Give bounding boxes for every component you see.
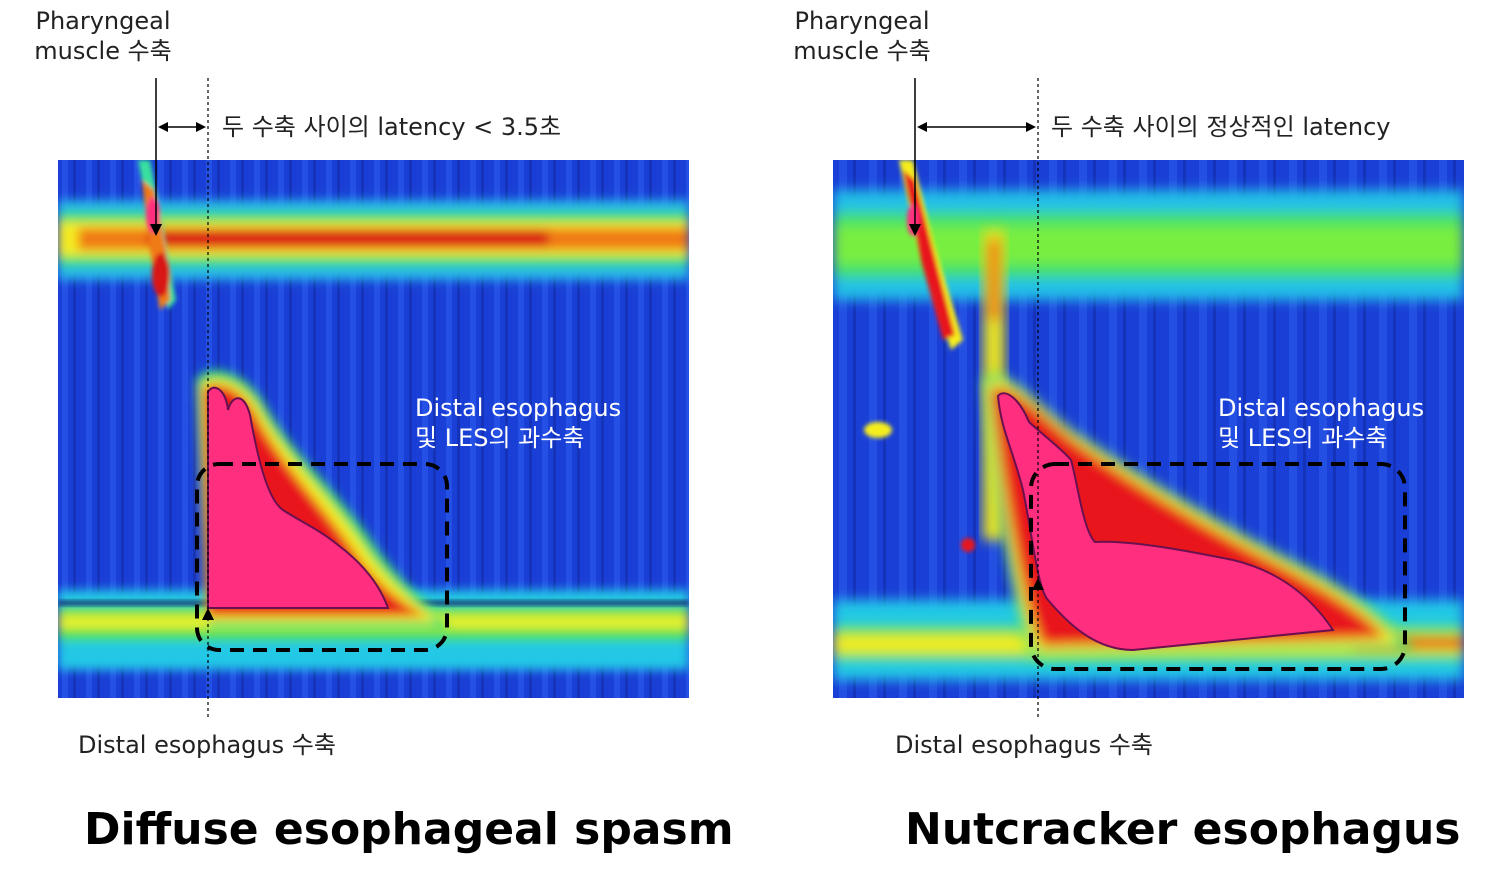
manometry-heatmap: Distal esophagus 및 LES의 과수축 — [58, 160, 689, 698]
pharyngeal-label: Pharyngeal muscle 수축 — [777, 6, 947, 66]
pharyngeal-label-line2: muscle 수축 — [34, 37, 172, 65]
pharyngeal-label-line1: Pharyngeal — [794, 7, 930, 35]
panel-nutcracker-esophagus: Pharyngeal muscle 수축 두 수축 사이의 정상적인 laten… — [755, 0, 1510, 883]
panel-diffuse-esophageal-spasm: Pharyngeal muscle 수축 두 수축 사이의 latency < … — [0, 0, 755, 883]
double-arrow-icon — [917, 122, 1036, 132]
pharyngeal-label: Pharyngeal muscle 수축 — [18, 6, 188, 66]
pharyngeal-label-line2: muscle 수축 — [793, 37, 931, 65]
panel-title: Nutcracker esophagus — [905, 804, 1461, 855]
double-arrow-icon — [158, 122, 206, 132]
latency-label: 두 수축 사이의 정상적인 latency — [1051, 113, 1391, 141]
latency-label: 두 수축 사이의 latency < 3.5초 — [222, 113, 562, 141]
manometry-heatmap: Distal esophagus 및 LES의 과수축 — [833, 160, 1464, 698]
distal-label: Distal esophagus 수축 — [895, 731, 1153, 759]
distal-label: Distal esophagus 수축 — [78, 731, 336, 759]
hypercontraction-label-line2: 및 LES의 과수축 — [1218, 424, 1388, 452]
hypercontraction-label-line2: 및 LES의 과수축 — [415, 424, 585, 452]
hypercontraction-label-line1: Distal esophagus — [1218, 394, 1425, 422]
pharyngeal-label-line1: Pharyngeal — [35, 7, 171, 35]
hypercontraction-label: Distal esophagus 및 LES의 과수축 — [1218, 393, 1424, 453]
hypercontraction-label-line1: Distal esophagus — [415, 394, 622, 422]
hypercontraction-label: Distal esophagus 및 LES의 과수축 — [415, 393, 621, 453]
panel-title: Diffuse esophageal spasm — [84, 804, 734, 855]
